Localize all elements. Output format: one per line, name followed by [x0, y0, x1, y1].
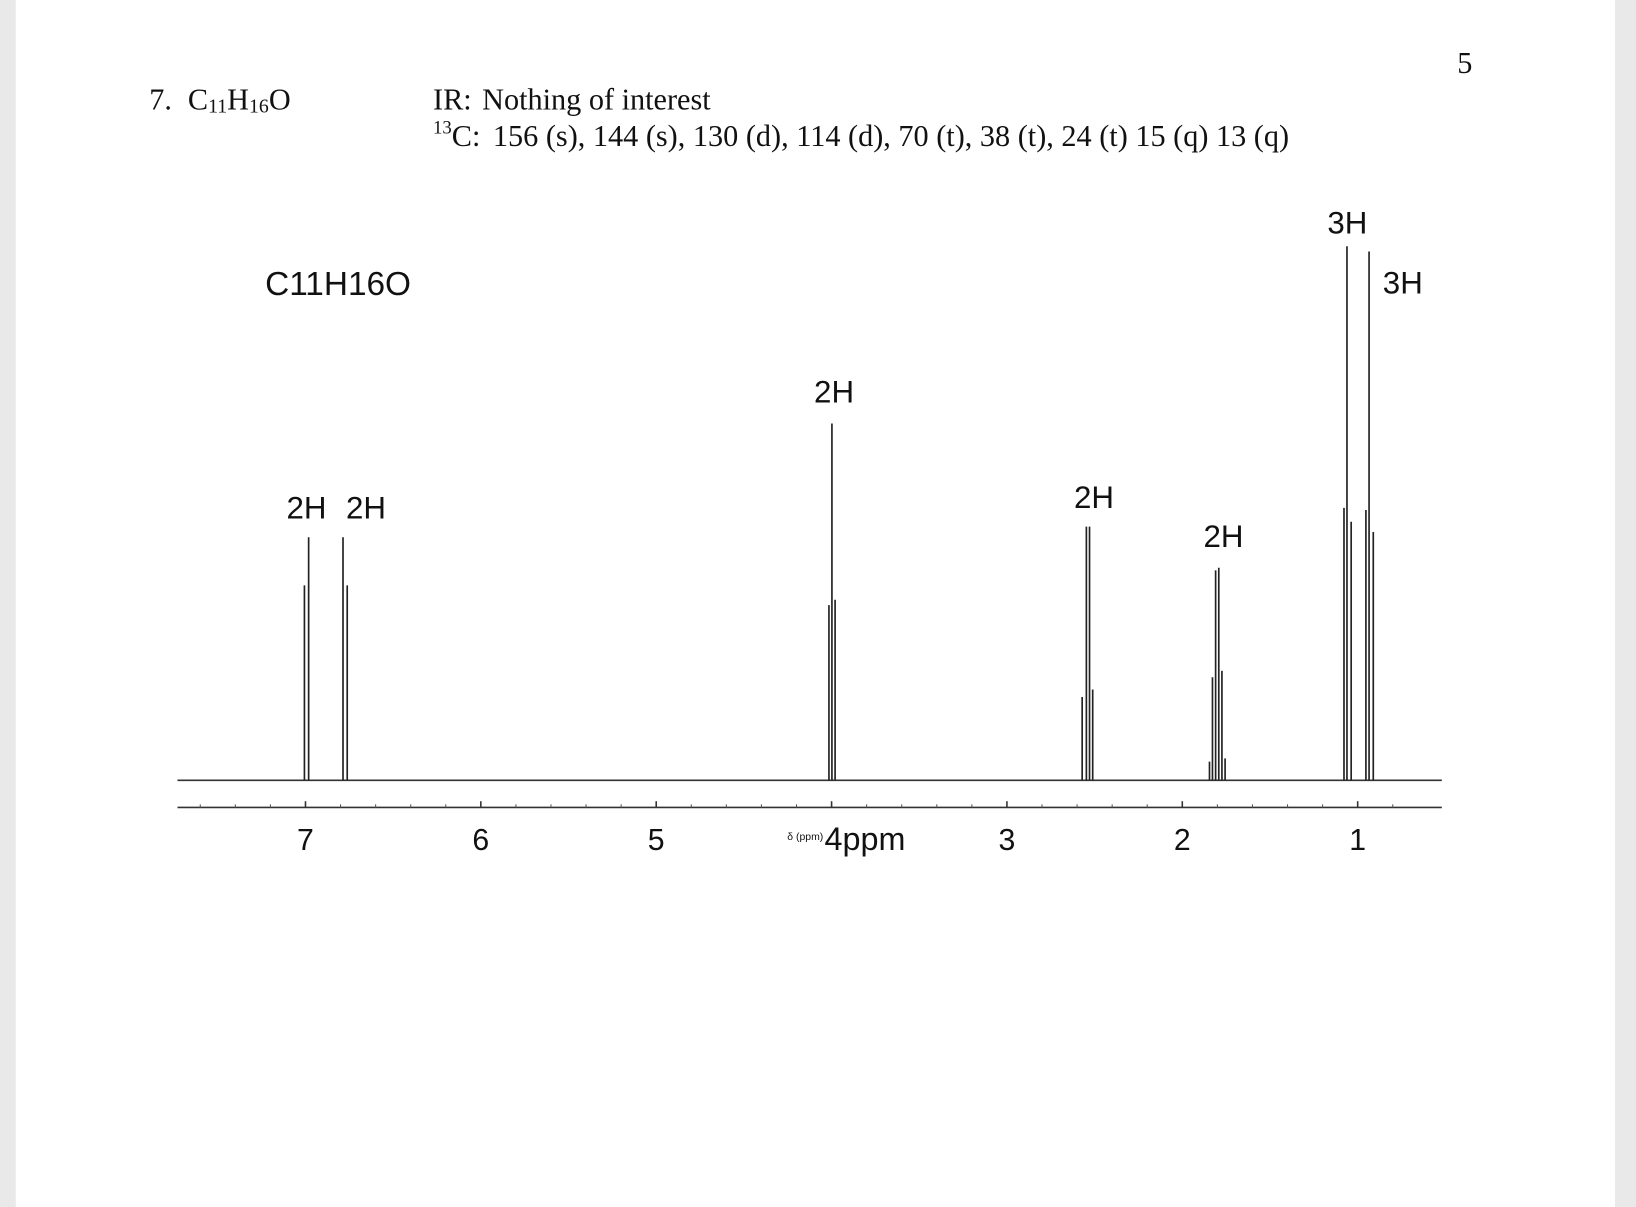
integration-label: 2H: [1203, 519, 1243, 554]
integration-label: 2H: [346, 491, 386, 526]
spectrum-title: C11H16O: [265, 266, 411, 303]
integration-label: 2H: [1074, 480, 1114, 515]
axis-label: δ (ppm): [787, 832, 823, 843]
page-number: 5: [1457, 46, 1472, 80]
paper: [15, 0, 1616, 1207]
integration-label: 3H: [1327, 206, 1367, 241]
ir-line: IR: Nothing of interest: [433, 83, 711, 117]
ir-text: Nothing of interest: [482, 83, 711, 117]
x-tick-label: 4ppm: [825, 821, 906, 857]
carbon-line: 13C: 156 (s), 144 (s), 130 (d), 114 (d), …: [433, 118, 1289, 154]
integration-label: 3H: [1383, 265, 1423, 300]
carbon-text: 156 (s), 144 (s), 130 (d), 114 (d), 70 (…: [493, 119, 1289, 153]
carbon-label: C:: [452, 119, 481, 153]
x-tick-label: 2: [1174, 824, 1191, 857]
ir-label: IR:: [433, 83, 472, 117]
x-tick-label: 7: [297, 824, 314, 857]
x-tick-label: 6: [472, 824, 489, 857]
problem-number: 7.: [149, 83, 172, 117]
formula: C11H16O: [188, 83, 291, 118]
formula-part: C: [188, 83, 208, 117]
formula-subscript: 16: [249, 96, 269, 118]
x-tick-label: 1: [1349, 824, 1366, 857]
x-tick-label: 5: [648, 824, 665, 857]
formula-subscript: 11: [208, 96, 227, 118]
formula-part: O: [269, 83, 291, 117]
integration-label: 2H: [287, 491, 327, 526]
isotope: 13: [433, 118, 452, 139]
formula-part: H: [227, 83, 249, 117]
x-tick-label: 3: [999, 824, 1016, 857]
integration-label: 2H: [814, 375, 854, 410]
